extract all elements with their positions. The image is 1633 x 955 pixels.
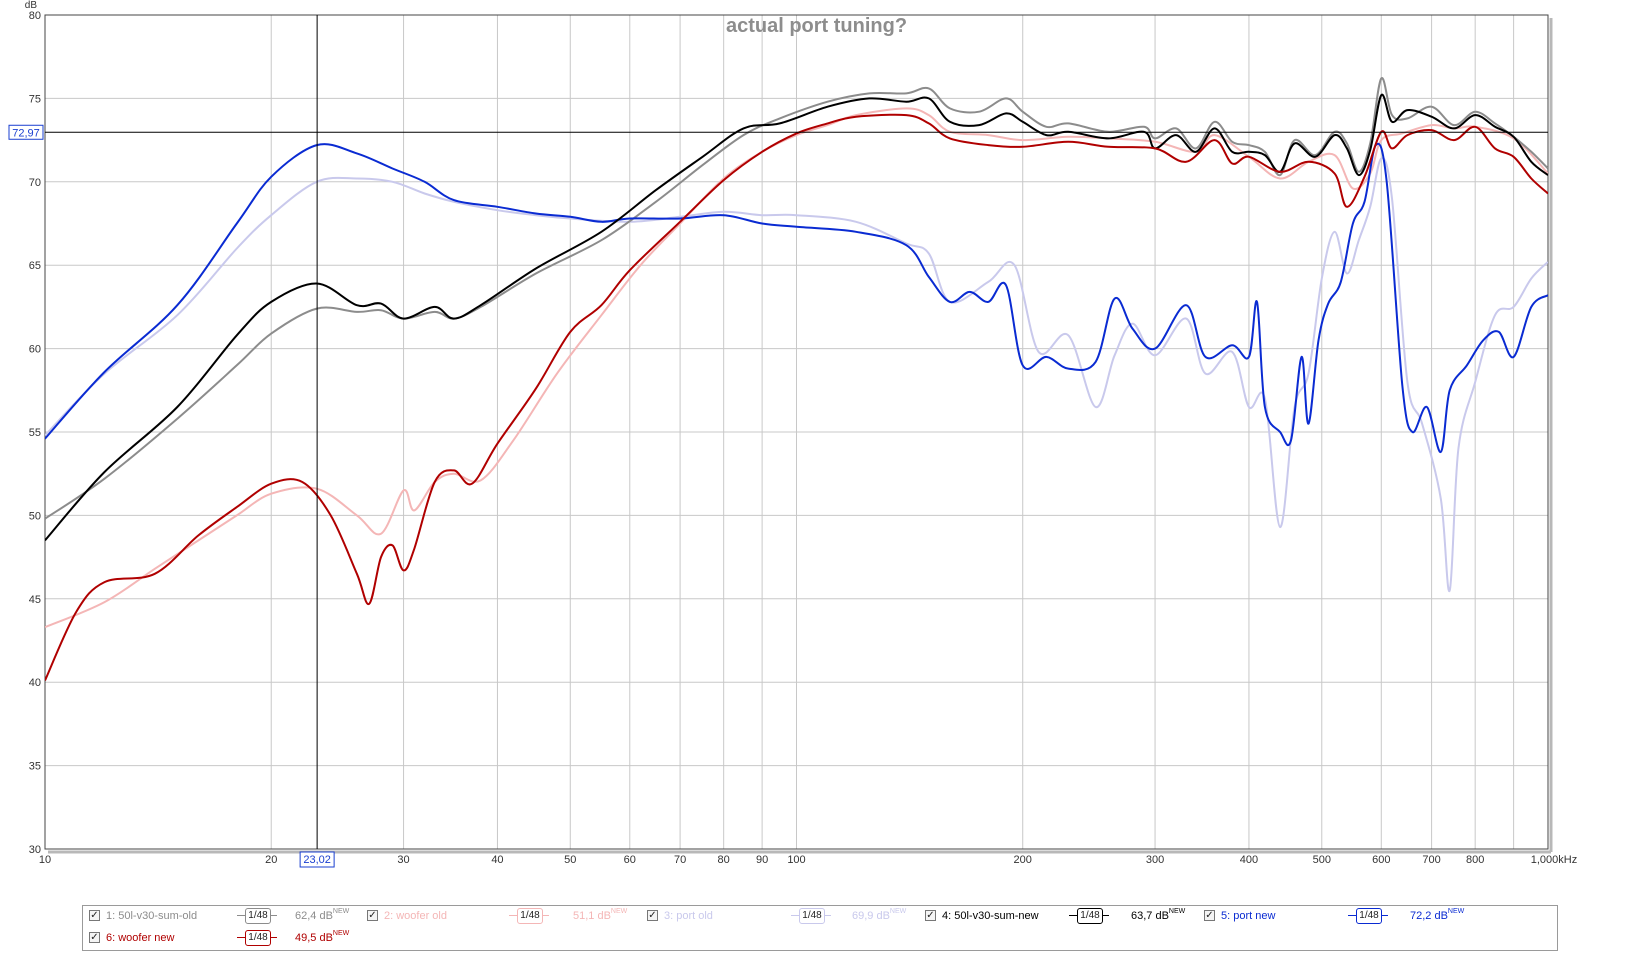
y-tick-label: 60 bbox=[29, 344, 41, 356]
legend-value: 72,2 dBNEW bbox=[1410, 907, 1464, 925]
x-tick-label: 800 bbox=[1466, 854, 1484, 866]
y-axis-label: dB bbox=[25, 0, 38, 11]
legend-checkbox[interactable]: ✓ bbox=[89, 910, 100, 921]
cursor-y-box bbox=[8, 124, 44, 140]
frequency-response-chart[interactable]: actual port tuning? 30 35 40 45 50 55 60 65 70 75 8… bbox=[0, 0, 1633, 900]
y-tick-label: 35 bbox=[29, 761, 41, 773]
legend-checkbox[interactable]: ✓ bbox=[89, 932, 100, 943]
legend-checkbox[interactable]: ✓ bbox=[367, 910, 378, 921]
legend-value-tag: NEW bbox=[332, 908, 350, 915]
y-tick-label: 80 bbox=[29, 10, 41, 22]
x-tick-label: 600 bbox=[1372, 854, 1390, 866]
smoothing-label: 1/48 bbox=[1356, 908, 1382, 924]
legend-value-text: 63,7 dB bbox=[1131, 910, 1169, 922]
smoothing-label: 1/48 bbox=[245, 908, 271, 924]
legend-value: 49,5 dBNEW bbox=[295, 929, 349, 947]
legend-checkbox[interactable]: ✓ bbox=[647, 910, 658, 921]
x-tick-label: 70 bbox=[674, 854, 686, 866]
smoothing-label: 1/48 bbox=[517, 908, 543, 924]
smoothing-button[interactable]: 1/48 bbox=[791, 908, 831, 924]
x-tick-label: 200 bbox=[1014, 854, 1032, 866]
legend-label: 3: port old bbox=[664, 910, 713, 922]
series-line-3 bbox=[45, 157, 1548, 592]
legend-value-tag: NEW bbox=[889, 908, 907, 915]
x-tick-label: 500 bbox=[1313, 854, 1331, 866]
legend-value-text: 51,1 dB bbox=[573, 910, 611, 922]
series-line-6 bbox=[45, 113, 1548, 681]
x-tick-label: 80 bbox=[718, 854, 730, 866]
cursor-y-label: 72,97 bbox=[12, 127, 40, 139]
legend-value-text: 62,4 dB bbox=[295, 910, 333, 922]
x-tick-label: 300 bbox=[1146, 854, 1164, 866]
smoothing-button[interactable]: 1/48 bbox=[509, 908, 549, 924]
smoothing-button[interactable]: 1/48 bbox=[1348, 908, 1388, 924]
legend-label: 1: 50l-v30-sum-old bbox=[106, 910, 198, 922]
legend-value: 69,9 dBNEW bbox=[852, 907, 906, 925]
y-tick-label: 40 bbox=[29, 677, 41, 689]
smoothing-button[interactable]: 1/48 bbox=[237, 930, 277, 946]
y-tick-label: 70 bbox=[29, 177, 41, 189]
x-tick-label: 30 bbox=[397, 854, 409, 866]
x-tick-label: 100 bbox=[787, 854, 805, 866]
legend-value-tag: NEW bbox=[332, 930, 350, 937]
series-line-1 bbox=[45, 77, 1548, 520]
y-tick-label: 55 bbox=[29, 427, 41, 439]
smoothing-button[interactable]: 1/48 bbox=[237, 908, 277, 924]
legend-panel: ✓ 1: 50l-v30-sum-old 1/48 62,4 dBNEW ✓ 2… bbox=[82, 905, 1558, 951]
y-tick-label: 75 bbox=[29, 93, 41, 105]
legend-value-tag: NEW bbox=[1447, 908, 1465, 915]
legend-checkbox[interactable]: ✓ bbox=[925, 910, 936, 921]
legend-value: 63,7 dBNEW bbox=[1131, 907, 1185, 925]
y-tick-label: 50 bbox=[29, 510, 41, 522]
smoothing-label: 1/48 bbox=[1077, 908, 1103, 924]
series-line-2 bbox=[45, 107, 1548, 629]
chart-title: actual port tuning? bbox=[726, 15, 907, 37]
x-tick-label: 20 bbox=[265, 854, 277, 866]
smoothing-button[interactable]: 1/48 bbox=[1069, 908, 1109, 924]
legend-value-text: 69,9 dB bbox=[852, 910, 890, 922]
plot-frame bbox=[44, 14, 1549, 850]
legend-label: 6: woofer new bbox=[106, 932, 175, 944]
x-tick-label: 90 bbox=[756, 854, 768, 866]
x-tick-label: 1,000kHz bbox=[1531, 854, 1577, 866]
legend-checkbox[interactable]: ✓ bbox=[1204, 910, 1215, 921]
y-tick-label: 65 bbox=[29, 260, 41, 272]
x-tick-label: 60 bbox=[624, 854, 636, 866]
x-tick-label: 400 bbox=[1240, 854, 1258, 866]
smoothing-label: 1/48 bbox=[799, 908, 825, 924]
legend-label: 5: port new bbox=[1221, 910, 1276, 922]
legend-value: 62,4 dBNEW bbox=[295, 907, 349, 925]
x-tick-label: 50 bbox=[564, 854, 576, 866]
series-line-5 bbox=[45, 142, 1548, 454]
legend-label: 2: woofer old bbox=[384, 910, 447, 922]
x-tick-label: 10 bbox=[39, 854, 51, 866]
y-tick-label: 30 bbox=[29, 844, 41, 856]
x-tick-label: 40 bbox=[491, 854, 503, 866]
y-tick-label: 45 bbox=[29, 594, 41, 606]
legend-value: 51,1 dBNEW bbox=[573, 907, 627, 925]
series-line-4 bbox=[45, 93, 1548, 542]
smoothing-label: 1/48 bbox=[245, 930, 271, 946]
legend-value-text: 72,2 dB bbox=[1410, 910, 1448, 922]
x-tick-label: 700 bbox=[1422, 854, 1440, 866]
chart-svg[interactable]: actual port tuning? 30 35 40 45 50 55 60 65 70 75 8… bbox=[0, 0, 1633, 900]
legend-value-tag: NEW bbox=[1168, 908, 1186, 915]
cursor-x-label: 23,02 bbox=[303, 854, 331, 866]
legend-label: 4: 50l-v30-sum-new bbox=[942, 910, 1039, 922]
legend-value-text: 49,5 dB bbox=[295, 932, 333, 944]
cursor-x-box bbox=[299, 851, 335, 868]
legend-value-tag: NEW bbox=[610, 908, 628, 915]
